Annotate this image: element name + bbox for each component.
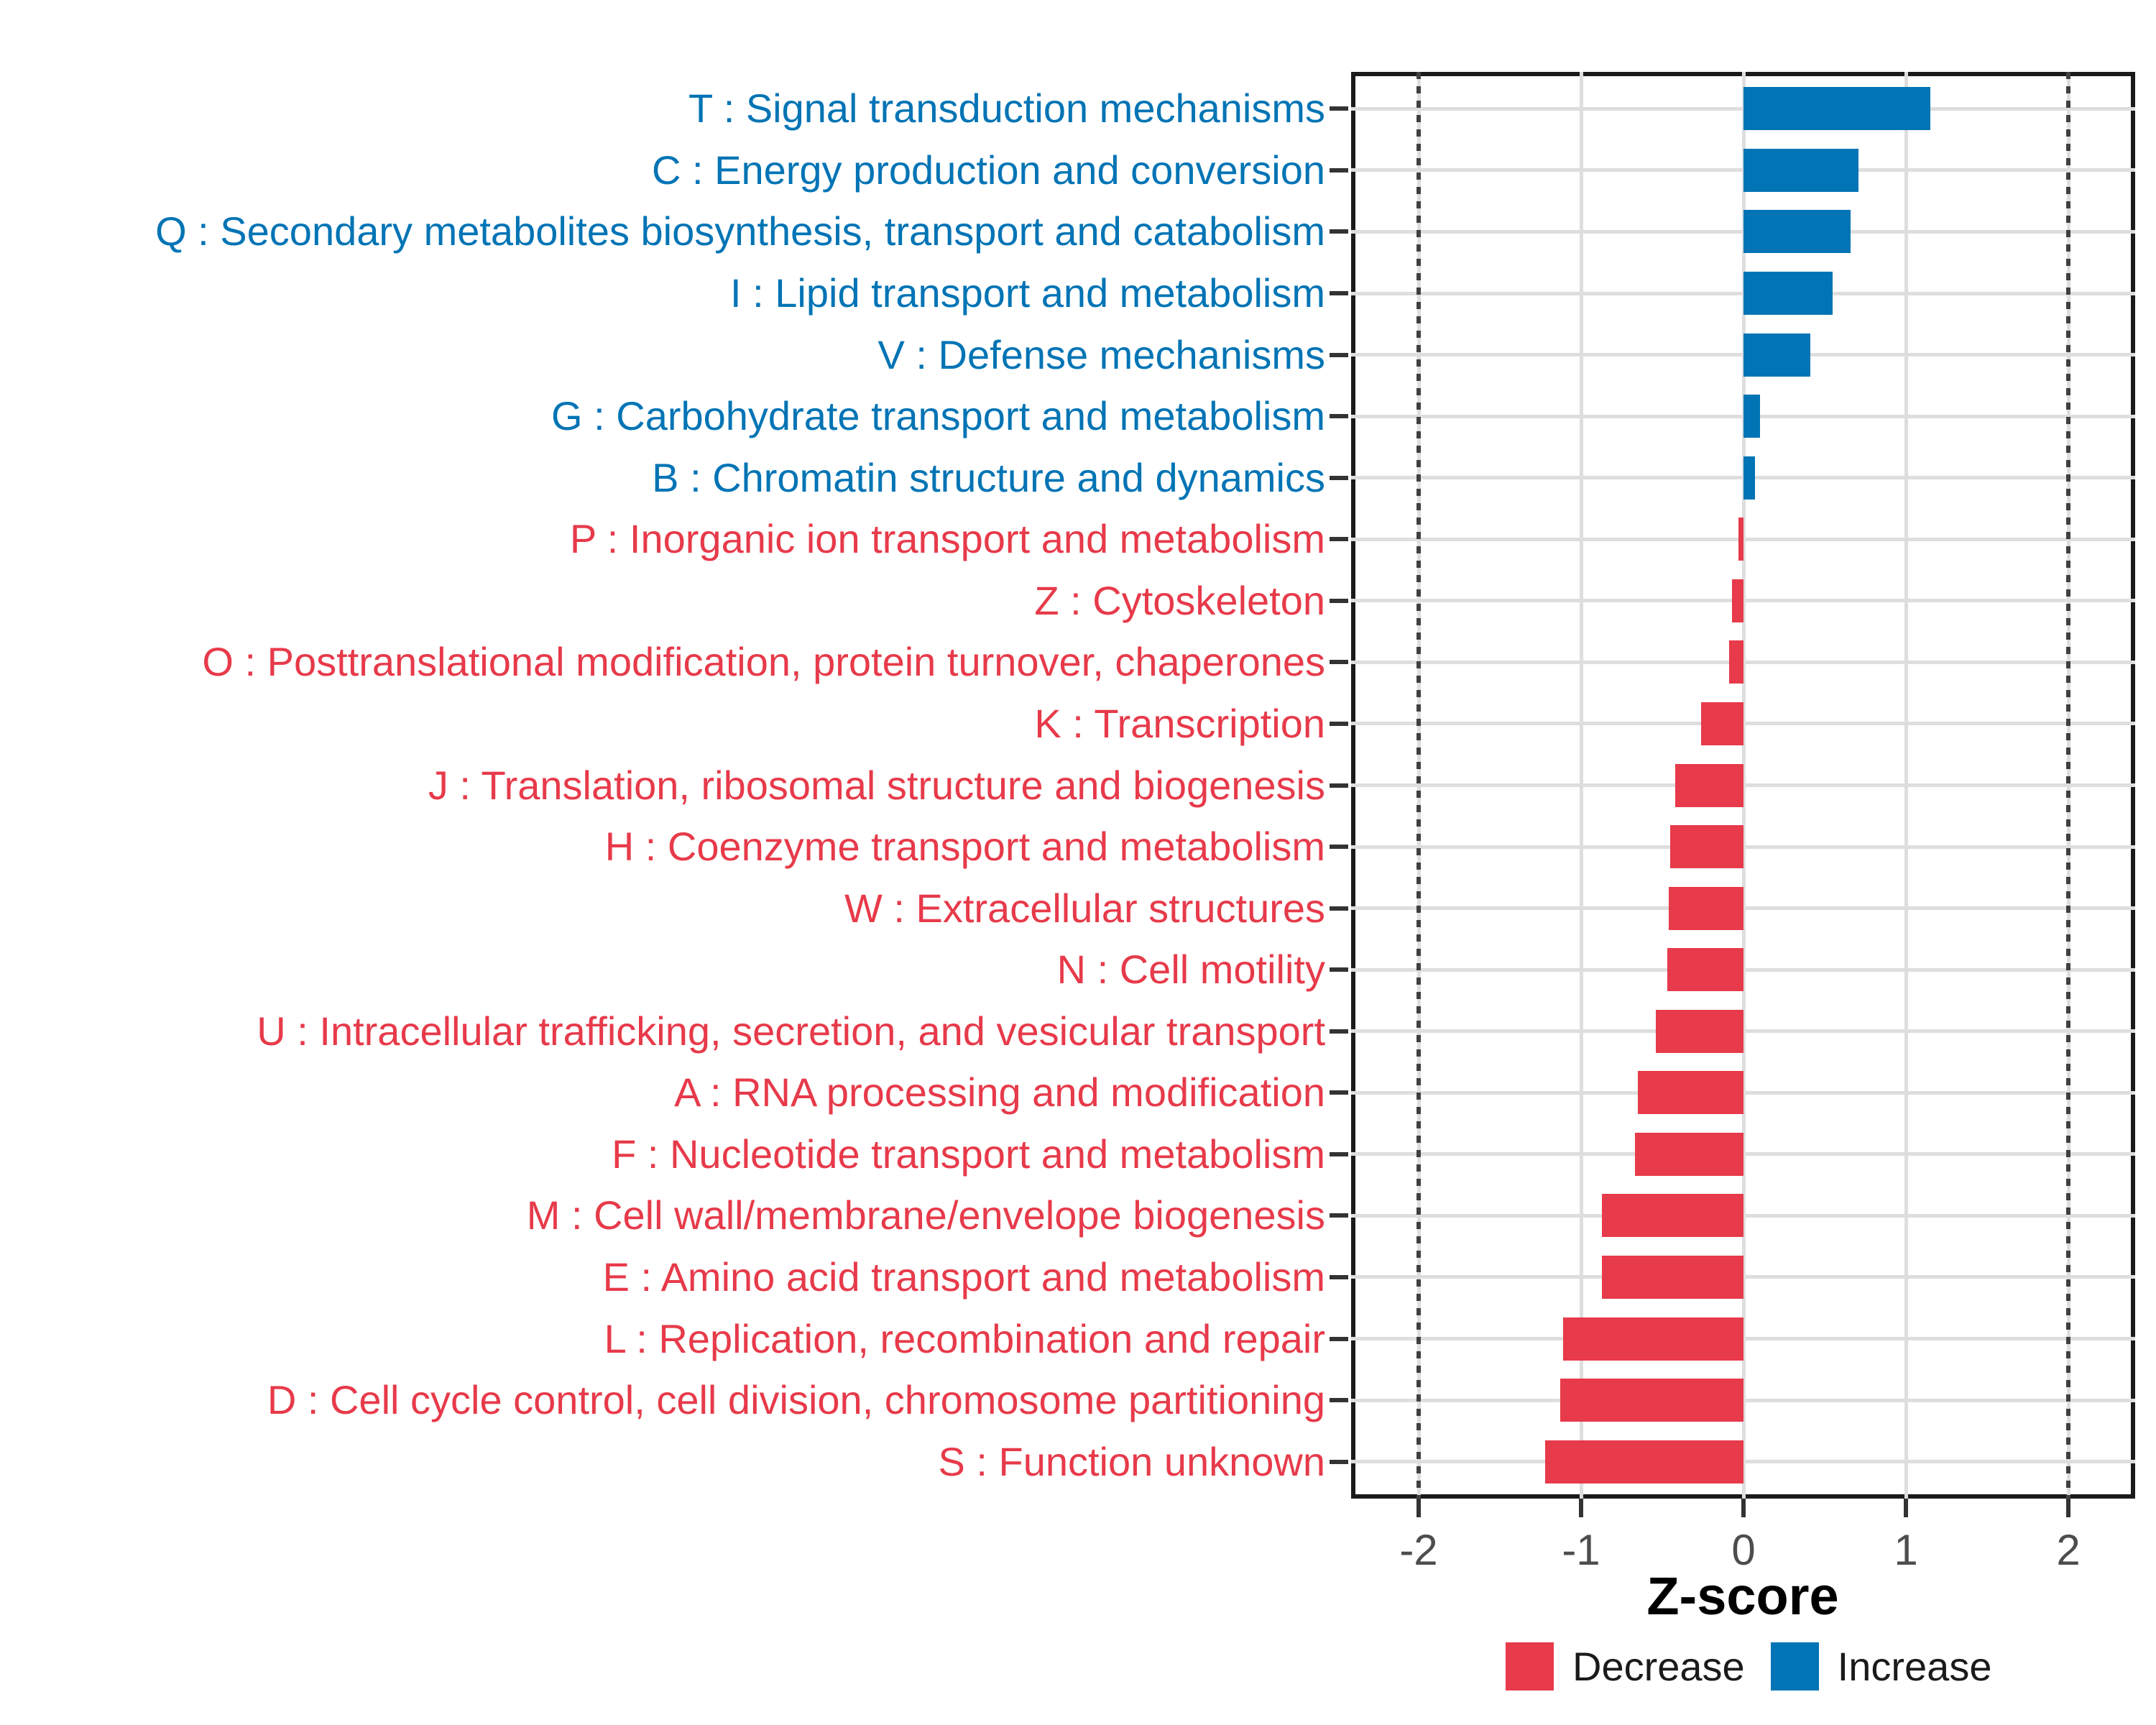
x-tick-label: 0	[1731, 1526, 1756, 1574]
bar-Z	[1732, 579, 1743, 622]
x-tick-mark	[1741, 1499, 1746, 1517]
category-label: K : Transcription	[1034, 700, 1325, 746]
bar-P	[1738, 518, 1743, 561]
y-tick-mark	[1330, 1459, 1348, 1464]
x-axis-title: Z-score	[1646, 1566, 1839, 1626]
y-tick-mark	[1330, 291, 1348, 296]
x-tick-mark	[1904, 1499, 1908, 1517]
y-tick-mark	[1330, 1213, 1348, 1218]
y-tick-mark	[1330, 906, 1348, 911]
x-tick-mark	[1416, 1499, 1421, 1517]
bar-V	[1743, 333, 1810, 377]
category-label: L : Replication, recombination and repai…	[604, 1315, 1325, 1361]
category-label: O : Posttranslational modification, prot…	[202, 639, 1325, 685]
y-tick-mark	[1330, 783, 1348, 788]
y-tick-mark	[1330, 229, 1348, 234]
y-tick-mark	[1330, 1274, 1348, 1279]
legend-key-decrease	[1506, 1642, 1554, 1690]
category-label: C : Energy production and conversion	[652, 147, 1325, 193]
y-tick-mark	[1330, 1336, 1348, 1341]
bar-H	[1670, 825, 1743, 869]
y-tick-mark	[1330, 1090, 1348, 1095]
category-label: P : Inorganic ion transport and metaboli…	[569, 516, 1325, 562]
legend-label-decrease: Decrease	[1572, 1644, 1745, 1689]
x-tick-label: -2	[1399, 1526, 1438, 1574]
category-label: U : Intracellular trafficking, secretion…	[257, 1008, 1325, 1054]
category-label: G : Carbohydrate transport and metabolis…	[551, 393, 1325, 439]
gridline-horizontal	[1351, 353, 2135, 357]
bar-F	[1634, 1132, 1743, 1176]
y-tick-mark	[1330, 721, 1348, 726]
y-tick-mark	[1330, 1398, 1348, 1403]
y-tick-mark	[1330, 845, 1348, 850]
reference-line	[1416, 72, 1421, 1499]
bar-O	[1728, 640, 1743, 684]
category-label: S : Function unknown	[938, 1438, 1325, 1484]
gridline-horizontal	[1351, 229, 2135, 234]
y-tick-mark	[1330, 352, 1348, 357]
category-label: V : Defense mechanisms	[877, 331, 1325, 377]
bar-A	[1638, 1071, 1743, 1115]
bar-C	[1743, 148, 1859, 192]
category-label: N : Cell motility	[1056, 947, 1325, 993]
bar-S	[1545, 1440, 1743, 1484]
bar-L	[1563, 1317, 1743, 1361]
bar-M	[1602, 1194, 1743, 1238]
y-tick-mark	[1330, 537, 1348, 542]
bar-G	[1743, 395, 1760, 438]
y-tick-mark	[1330, 167, 1348, 172]
y-tick-mark	[1330, 414, 1348, 419]
bar-T	[1743, 87, 1930, 131]
y-tick-mark	[1330, 598, 1348, 603]
bar-Q	[1743, 210, 1851, 254]
y-tick-mark	[1330, 660, 1348, 665]
category-label: T : Signal transduction mechanisms	[688, 86, 1325, 132]
x-tick-mark	[2066, 1499, 2070, 1517]
bar-W	[1669, 886, 1743, 930]
y-tick-mark	[1330, 1029, 1348, 1034]
gridline-horizontal	[1351, 106, 2135, 111]
y-tick-mark	[1330, 475, 1348, 480]
category-label: M : Cell wall/membrane/envelope biogenes…	[526, 1192, 1325, 1238]
gridline-horizontal	[1351, 476, 2135, 480]
x-tick-label: 2	[2056, 1526, 2081, 1574]
category-label: B : Chromatin structure and dynamics	[652, 454, 1325, 500]
bar-J	[1675, 763, 1743, 807]
category-label: D : Cell cycle control, cell division, c…	[267, 1377, 1325, 1423]
bar-D	[1560, 1379, 1743, 1422]
x-tick-mark	[1579, 1499, 1583, 1517]
category-label: Z : Cytoskeleton	[1034, 577, 1325, 623]
y-tick-mark	[1330, 967, 1348, 972]
category-label: I : Lipid transport and metabolism	[730, 270, 1325, 316]
legend: Decrease Increase	[1506, 1642, 1991, 1690]
bar-N	[1667, 948, 1743, 992]
gridline-horizontal	[1351, 168, 2135, 172]
category-label: J : Translation, ribosomal structure and…	[428, 762, 1325, 808]
bar-K	[1701, 702, 1743, 745]
reference-line	[2066, 72, 2070, 1499]
plot-panel	[1351, 72, 2135, 1499]
bar-I	[1743, 272, 1833, 316]
x-tick-label: -1	[1562, 1526, 1600, 1574]
bar-U	[1655, 1009, 1743, 1053]
bar-E	[1602, 1255, 1743, 1299]
category-label: H : Coenzyme transport and metabolism	[604, 824, 1325, 870]
legend-key-increase	[1770, 1642, 1819, 1690]
category-label: A : RNA processing and modification	[674, 1070, 1325, 1116]
gridline-horizontal	[1351, 291, 2135, 295]
y-tick-mark	[1330, 106, 1348, 111]
category-label: F : Nucleotide transport and metabolism	[612, 1131, 1325, 1177]
category-label: E : Amino acid transport and metabolism	[602, 1254, 1325, 1300]
x-tick-label: 1	[1894, 1526, 1918, 1574]
legend-label-increase: Increase	[1837, 1644, 1992, 1689]
category-label: W : Extracellular structures	[844, 885, 1325, 931]
bar-B	[1743, 456, 1755, 500]
category-label: Q : Secondary metabolites biosynthesis, …	[155, 208, 1325, 254]
y-tick-mark	[1330, 1151, 1348, 1156]
gridline-horizontal	[1351, 414, 2135, 418]
